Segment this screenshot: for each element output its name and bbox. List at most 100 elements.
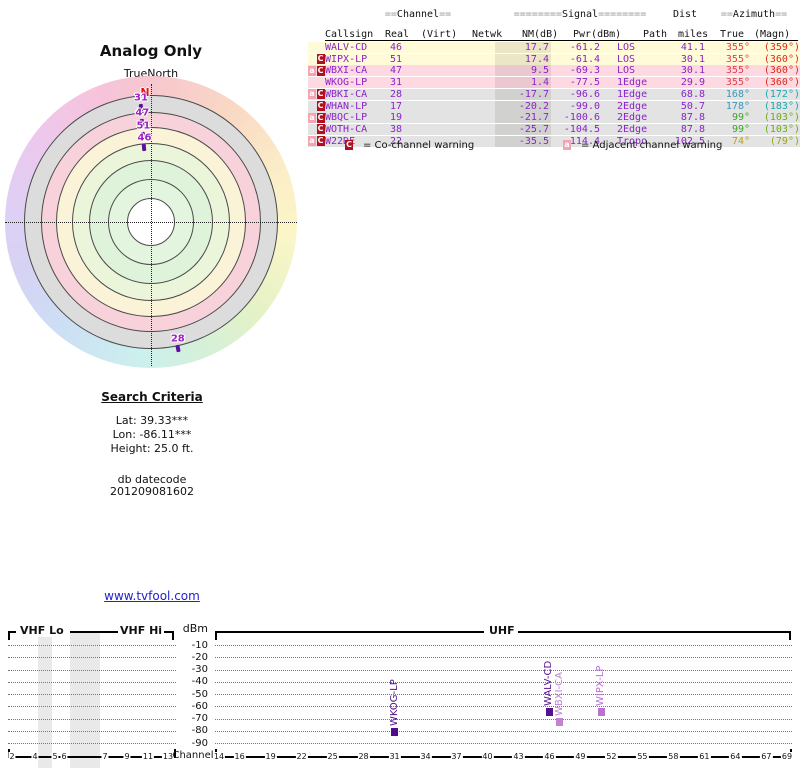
co-channel-warning-icon: C [316, 65, 325, 76]
nm-column-shading [495, 42, 551, 53]
db-datecode-label: db datecode [117, 473, 187, 486]
longitude-value: Lon: -86.11*** [112, 428, 192, 441]
cell-path: 2Edge [617, 123, 648, 135]
y-tick-label: -30 [191, 664, 208, 675]
cell-path: LOS [617, 53, 636, 65]
nm-column-shading [495, 123, 551, 135]
cell-miles: 41.1 [680, 42, 705, 53]
cell-callsign: WIPX-LP [325, 53, 368, 65]
band-label-vhf-lo: VHF Lo [18, 624, 66, 637]
nm-column-shading [495, 53, 551, 65]
band-label-uhf: UHF [487, 624, 517, 637]
cell-path: 1Edge [617, 88, 648, 100]
gridline [8, 706, 176, 708]
gridline [8, 681, 176, 683]
cell-callsign: W22DE [325, 135, 356, 147]
column-header-real: Real [385, 29, 410, 40]
cell-nm: 9.5 [530, 65, 549, 77]
east-west-axis-line [5, 222, 297, 223]
channel-tick: 55 [636, 752, 649, 761]
cell-pwr: -100.6 [563, 112, 600, 124]
adjacent-channel-warning-icon: a [308, 136, 316, 147]
column-header-miles: miles [678, 29, 709, 40]
gridline [215, 694, 792, 695]
gridline [8, 645, 176, 646]
cell-miles: 87.8 [680, 112, 705, 124]
table-group-header: ==Azimuth== [720, 9, 788, 20]
cell-true: 355° [725, 65, 750, 77]
cell-nm: 17.4 [524, 53, 549, 65]
cell-callsign: WBKI-CA [325, 88, 368, 100]
cell-miles: 29.9 [680, 77, 705, 89]
channel-tick: 5 [51, 752, 59, 761]
channel-tick: 11 [141, 752, 155, 761]
cell-callsign: WBXI-CA [325, 65, 368, 77]
cell-magn: (103°) [763, 112, 800, 124]
db-datecode: db datecode 201209081602 [32, 474, 272, 498]
cell-real: 46 [389, 42, 402, 53]
radar-point-label: 28 [170, 333, 185, 345]
channel-tick: 58 [667, 752, 680, 761]
channel-tick: 46 [543, 752, 556, 761]
gridline [215, 718, 792, 720]
cell-real: 31 [389, 77, 402, 89]
cell-true: 178° [725, 100, 750, 112]
radar-point-label: 31 [134, 92, 148, 104]
co-channel-legend-text: = Co-channel warning [363, 140, 475, 151]
nm-column-shading [495, 100, 551, 112]
adjacent-channel-legend-text: = Adjacent channel warning [581, 140, 723, 151]
vhf-gap-band [38, 632, 52, 768]
cell-nm: -35.5 [518, 135, 549, 147]
gridline [8, 669, 176, 671]
cell-nm: -21.7 [518, 112, 549, 124]
station-bar [597, 707, 605, 716]
channel-tick: 4 [31, 752, 39, 761]
cell-path: 2Edge [617, 112, 648, 124]
nm-column-shading [495, 65, 551, 77]
adjacent-channel-warning-icon: a [308, 89, 316, 100]
uhf-axis-line [215, 756, 792, 758]
gridline [215, 730, 792, 732]
adjacent-channel-warning-icon: a [308, 112, 316, 123]
cell-callsign: WOTH-CA [325, 123, 368, 135]
cell-path: 1Edge [617, 77, 648, 89]
site-link-wrap: www.tvfool.com [32, 589, 272, 603]
radar-point-label: 47 [135, 107, 150, 119]
search-criteria-title: Search Criteria [101, 390, 203, 404]
cell-callsign: WKOG-LP [325, 77, 368, 89]
table-row: C WOTH-CA 38 -25.7 -104.5 2Edge 87.8 99° (103°) [308, 123, 800, 135]
channel-tick: 19 [264, 752, 277, 761]
table-group-header: ==Channel== [384, 9, 452, 20]
vhf-frame-line [8, 631, 16, 633]
tvfool-link[interactable]: www.tvfool.com [104, 589, 200, 603]
y-tick-label: -80 [191, 725, 208, 737]
cell-true: 355° [725, 42, 750, 53]
channel-tick: 61 [698, 752, 711, 761]
cell-nm: 1.4 [530, 77, 549, 89]
cell-callsign: WALV-CD [325, 42, 368, 53]
adjacent-channel-warning-icon: a [308, 65, 316, 76]
cell-pwr: -104.5 [563, 123, 600, 135]
table-row: a C WBKI-CA 28 -17.7 -96.6 1Edge 68.8 168° (172°) [308, 88, 800, 100]
channel-tick: 28 [357, 752, 370, 761]
cell-pwr: -77.5 [569, 77, 600, 89]
band-label-vhf-hi: VHF Hi [118, 624, 165, 637]
column-header-callsign: Callsign [325, 29, 374, 40]
north-south-axis-line [151, 84, 152, 366]
station-label: WBXI-CA [553, 671, 565, 716]
vhf-frame-corner [8, 631, 10, 640]
gridline [8, 743, 176, 744]
y-tick-label: -50 [191, 688, 208, 700]
channel-tick: 40 [481, 752, 494, 761]
station-label: WIPX-LP [595, 665, 607, 706]
uhf-frame-line [217, 631, 484, 633]
height-value: Height: 25.0 ft. [110, 442, 194, 455]
channel-tick: 16 [233, 752, 246, 761]
radar-point-label: 46 [137, 132, 152, 144]
channel-tick: 31 [388, 752, 401, 761]
vhf-frame-line [70, 631, 118, 633]
gridline [215, 645, 792, 646]
y-tick-label: -40 [191, 676, 208, 688]
co-channel-warning-icon: C [316, 54, 325, 65]
